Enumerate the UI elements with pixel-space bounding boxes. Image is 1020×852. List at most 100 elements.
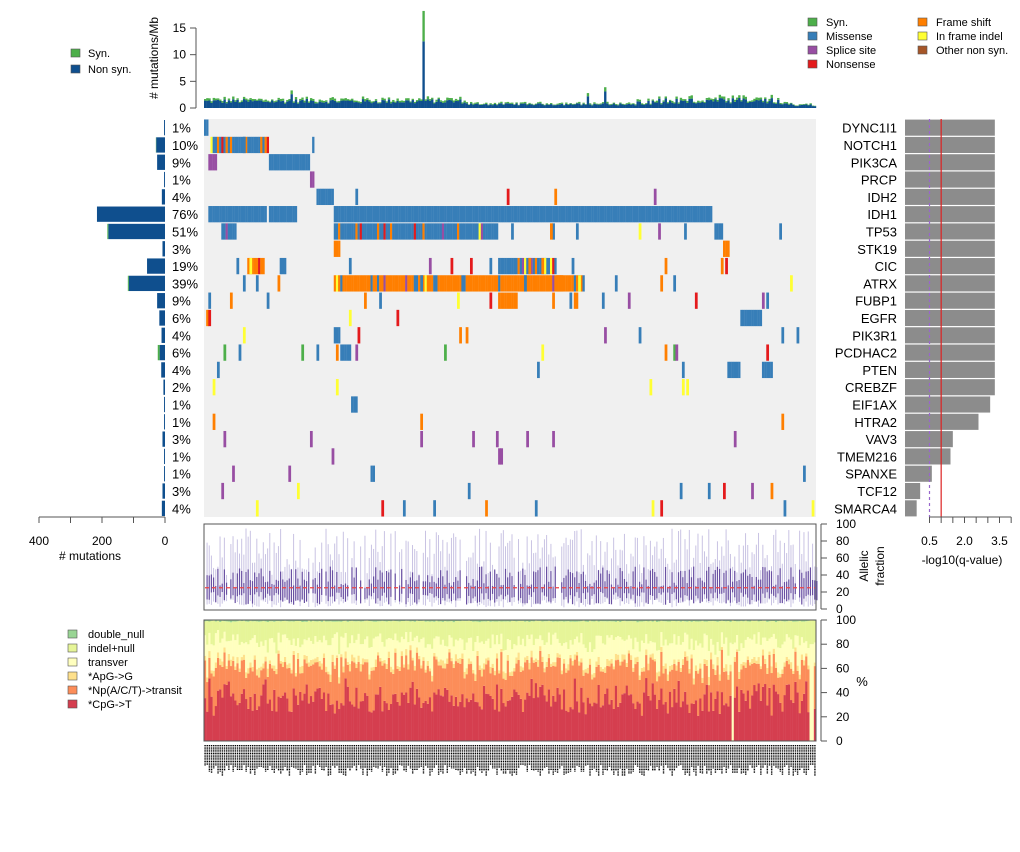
mutation-spectrum-segment bbox=[361, 664, 365, 702]
mutation-spectrum-segment bbox=[411, 681, 414, 741]
tmb-bar-nonsyn bbox=[733, 101, 737, 108]
mutation-spectrum-segment bbox=[426, 644, 430, 661]
oncoprint-cell bbox=[757, 309, 760, 327]
gene-name-label: IDH1 bbox=[867, 207, 897, 222]
mutation-spectrum-segment bbox=[348, 701, 352, 741]
oncoprint-cell bbox=[335, 240, 339, 257]
oncoprint-cell bbox=[331, 448, 335, 465]
oncoprint-cell bbox=[214, 206, 218, 223]
tmb-bar-nonsyn bbox=[642, 104, 646, 108]
mutation-spectrum-segment bbox=[790, 700, 793, 741]
gene-name-label: FUBP1 bbox=[855, 294, 897, 309]
mutation-spectrum-segment bbox=[543, 672, 546, 696]
mutation-spectrum-segment bbox=[580, 633, 583, 659]
mutation-spectrum-segment bbox=[735, 620, 739, 622]
mutation-spectrum-segment bbox=[454, 639, 458, 655]
gene-count-bar-syn bbox=[127, 275, 129, 292]
oncoprint-cell bbox=[255, 136, 259, 154]
tmb-bar-nonsyn bbox=[662, 101, 665, 108]
mutation-spectrum-segment bbox=[474, 701, 477, 741]
mutation-spectrum-segment bbox=[377, 621, 380, 637]
oncoprint-cell bbox=[214, 136, 218, 154]
mutation-spectrum-segment bbox=[781, 669, 784, 674]
mutation-spectrum-segment bbox=[725, 637, 728, 665]
mutation-spectrum-segment bbox=[798, 674, 802, 680]
mutation-spectrum-segment bbox=[498, 711, 501, 741]
oncoprint-cell bbox=[519, 206, 523, 223]
oncoprint-cell bbox=[405, 223, 408, 240]
oncoprint-cell bbox=[428, 223, 432, 240]
mutation-spectrum-segment bbox=[640, 671, 644, 716]
mutation-spectrum-segment bbox=[487, 638, 490, 658]
gene-name-label: EIF1AX bbox=[852, 398, 897, 413]
oncoprint-cell bbox=[374, 275, 378, 292]
mutation-spectrum-segment bbox=[234, 640, 237, 667]
mutation-spectrum-segment bbox=[506, 620, 510, 622]
mutation-spectrum-segment bbox=[249, 620, 252, 641]
mutation-spectrum-segment bbox=[796, 635, 799, 666]
oncoprint-cell bbox=[465, 206, 468, 223]
mutation-spectrum-segment bbox=[511, 649, 514, 672]
oncoprint-cell bbox=[675, 206, 678, 223]
mutation-spectrum-segment bbox=[262, 620, 265, 646]
tmb-bar-syn bbox=[679, 97, 683, 101]
mutation-spectrum-segment bbox=[394, 621, 397, 634]
tmb-bar-nonsyn bbox=[599, 104, 603, 108]
oncoprint-cell bbox=[383, 275, 386, 292]
mutation-spectrum-segment bbox=[677, 661, 680, 681]
oncoprint-cell bbox=[426, 223, 430, 240]
mutation-spectrum-segment bbox=[565, 620, 568, 622]
mutation-spectrum-segment bbox=[627, 635, 631, 651]
oncoprint-cell bbox=[372, 465, 375, 482]
tmb-bar-syn bbox=[340, 98, 343, 101]
tmb-bar-nonsyn bbox=[482, 104, 486, 108]
mutation-spectrum-segment bbox=[790, 639, 793, 663]
mutation-spectrum-segment bbox=[655, 708, 659, 741]
tmb-bar-nonsyn bbox=[348, 100, 352, 108]
tmb-bar-syn bbox=[809, 103, 812, 105]
mutation-spectrum-segment bbox=[772, 633, 776, 649]
oncoprint-cell bbox=[573, 292, 577, 309]
mutation-spectrum-segment bbox=[526, 692, 529, 741]
mutation-spectrum-segment bbox=[673, 688, 676, 741]
mutation-spectrum-segment bbox=[798, 645, 802, 675]
tmb-bar-syn bbox=[249, 98, 252, 100]
oncoprint-cell bbox=[344, 344, 347, 361]
tmb-bar-nonsyn bbox=[800, 104, 804, 108]
oncoprint-cell bbox=[435, 223, 438, 240]
mutation-spectrum-segment bbox=[327, 621, 330, 646]
mutation-spectrum-segment bbox=[420, 665, 423, 669]
oncoprint-cell bbox=[541, 275, 544, 292]
oncoprint-cell bbox=[487, 206, 490, 223]
mutation-spectrum-segment bbox=[569, 621, 572, 641]
mutation-spectrum-segment bbox=[364, 639, 367, 660]
mutation-spectrum-segment bbox=[498, 620, 501, 622]
gene-percent-label: 4% bbox=[172, 190, 191, 205]
mutation-spectrum-segment bbox=[764, 684, 767, 741]
mutation-spectrum-segment bbox=[268, 621, 272, 639]
oncoprint-cell bbox=[309, 430, 313, 448]
tmb-bar-syn bbox=[318, 99, 321, 102]
mutation-spectrum-segment bbox=[673, 659, 676, 664]
mutation-spectrum-segment bbox=[794, 621, 797, 636]
mutation-spectrum-segment bbox=[242, 643, 246, 655]
mutation-spectrum-segment bbox=[459, 638, 462, 658]
mutation-spectrum-segment bbox=[582, 620, 585, 645]
tmb-bar-nonsyn bbox=[428, 100, 432, 108]
mutation-spectrum-segment bbox=[554, 662, 557, 667]
oncoprint-cell bbox=[281, 206, 285, 223]
oncoprint-cell bbox=[422, 206, 425, 223]
tmb-bar-nonsyn bbox=[266, 101, 270, 108]
oncoprint-cell bbox=[344, 275, 347, 292]
tmb-bar-syn bbox=[625, 103, 629, 105]
mutation-spectrum-segment bbox=[249, 662, 252, 668]
oncoprint-cell bbox=[528, 275, 531, 292]
oncoprint-cell bbox=[227, 206, 231, 223]
oncoprint-cell bbox=[346, 223, 350, 240]
mutation-spectrum-segment bbox=[452, 622, 456, 647]
mutation-spectrum-segment bbox=[418, 697, 421, 741]
mutation-spectrum-segment bbox=[206, 621, 209, 645]
oncoprint-cell bbox=[335, 206, 339, 223]
mutation-spectrum-segment bbox=[478, 670, 482, 707]
mutation-spectrum-segment bbox=[649, 700, 652, 741]
